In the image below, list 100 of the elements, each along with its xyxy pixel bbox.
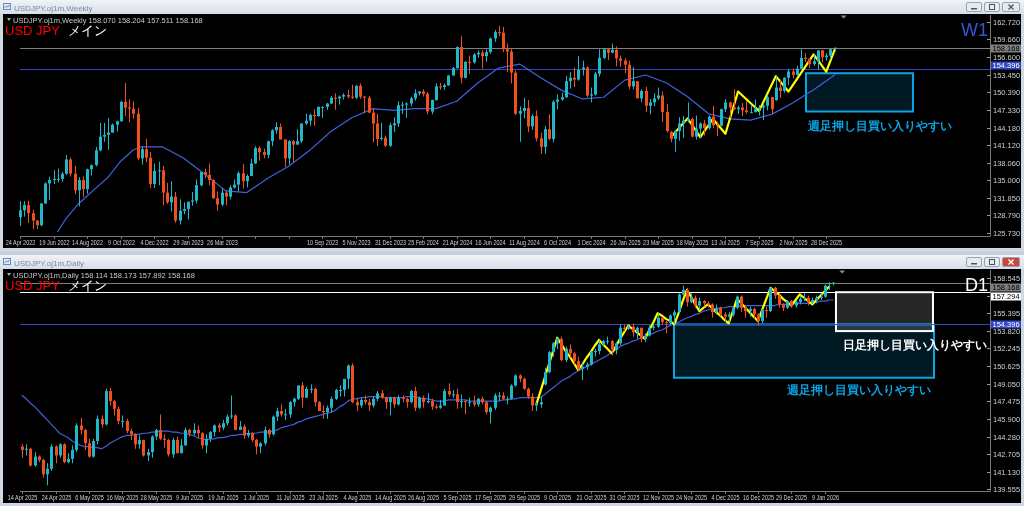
candlestick xyxy=(145,138,148,163)
candlestick xyxy=(665,320,668,334)
candlestick xyxy=(769,287,772,313)
candlestick xyxy=(321,105,324,119)
candlestick xyxy=(598,48,601,78)
candlestick xyxy=(221,187,224,207)
candlestick xyxy=(372,108,375,143)
candlestick xyxy=(86,168,89,195)
candlestick xyxy=(464,399,467,415)
candlestick xyxy=(25,443,28,456)
candlestick xyxy=(594,71,597,97)
candlestick xyxy=(44,181,47,205)
candlestick xyxy=(292,139,295,163)
candlestick xyxy=(128,99,131,123)
candlestick xyxy=(363,95,366,114)
candlestick xyxy=(48,176,51,201)
candlestick xyxy=(779,79,782,99)
candlestick xyxy=(397,100,400,128)
candlestick xyxy=(322,404,325,420)
candlestick xyxy=(78,176,81,207)
candlestick xyxy=(498,25,501,37)
candlestick xyxy=(121,414,124,429)
candlestick xyxy=(69,157,72,178)
candlestick xyxy=(205,433,208,454)
candlestick xyxy=(376,113,379,147)
candlestick xyxy=(426,91,429,115)
candlestick xyxy=(560,336,563,362)
candlestick xyxy=(151,434,154,459)
candlestick xyxy=(573,67,576,88)
candlestick xyxy=(301,381,304,409)
candlestick xyxy=(712,105,715,129)
candlestick xyxy=(88,438,91,459)
candlestick xyxy=(53,169,56,185)
candlestick xyxy=(548,350,551,374)
candlestick xyxy=(159,413,162,441)
candlestick xyxy=(619,323,622,347)
candlestick xyxy=(216,190,219,212)
candlestick xyxy=(435,403,438,410)
text: USDJPY.oj1m,Weekly xyxy=(14,3,93,13)
candlestick xyxy=(687,101,690,123)
candlestick xyxy=(163,433,166,449)
candlestick xyxy=(502,26,505,53)
candlestick xyxy=(339,385,342,398)
candlestick xyxy=(272,414,275,436)
candlestick xyxy=(284,408,287,421)
candlestick xyxy=(264,426,267,446)
candlestick xyxy=(540,132,543,155)
candlestick xyxy=(347,363,350,390)
candlestick xyxy=(775,75,778,102)
line-series xyxy=(535,285,831,406)
candlestick xyxy=(678,116,681,142)
candlestick xyxy=(162,165,165,206)
candlestick xyxy=(548,113,551,141)
candlestick xyxy=(120,100,123,123)
candlestick xyxy=(527,99,530,133)
candlestick xyxy=(565,75,568,99)
candlestick xyxy=(242,163,245,190)
candlestick xyxy=(65,154,68,176)
candlestick xyxy=(628,60,631,90)
candlestick xyxy=(716,121,719,137)
candlestick xyxy=(99,122,102,152)
annotation: D1 xyxy=(964,275,988,295)
candlestick xyxy=(389,396,392,416)
candlestick xyxy=(84,428,87,451)
band-label: 週足押し目買い入りやすい xyxy=(807,118,953,133)
candlestick xyxy=(544,125,547,155)
candlestick xyxy=(405,101,408,119)
candlestick xyxy=(389,122,392,148)
candlestick xyxy=(212,178,215,200)
candlestick xyxy=(615,45,618,67)
candlestick xyxy=(19,200,22,227)
candlestick xyxy=(460,393,463,409)
candlestick xyxy=(288,139,291,166)
candlestick xyxy=(42,458,45,479)
candlestick xyxy=(191,191,194,207)
candlestick xyxy=(682,115,685,139)
candlestick xyxy=(510,48,513,85)
candlestick xyxy=(456,45,459,70)
candlestick xyxy=(351,84,354,100)
candlestick xyxy=(456,388,459,410)
candlestick xyxy=(523,97,526,119)
candlestick xyxy=(427,392,430,404)
candlestick xyxy=(468,55,471,75)
candlestick xyxy=(63,442,66,464)
candlestick xyxy=(95,146,98,167)
candlestick xyxy=(40,202,43,227)
candlestick xyxy=(313,108,316,127)
candlestick xyxy=(535,109,538,142)
candlestick xyxy=(334,92,337,111)
candlestick xyxy=(284,138,287,168)
candlestick xyxy=(96,414,99,445)
candlestick xyxy=(174,191,177,224)
candlestick xyxy=(179,198,182,226)
candlestick xyxy=(686,287,689,308)
candlestick xyxy=(27,200,30,224)
band-label: 週足押し目買い入りやすい xyxy=(785,382,931,397)
candlestick xyxy=(519,105,522,143)
candlestick xyxy=(380,122,383,142)
candlestick xyxy=(172,437,175,459)
candlestick xyxy=(674,129,677,153)
